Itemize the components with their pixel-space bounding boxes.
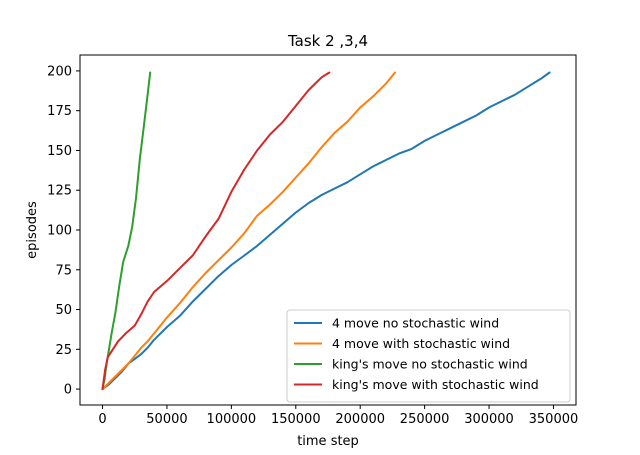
y-axis-title: episodes — [25, 201, 40, 259]
legend-label-1: 4 move no stochastic wind — [332, 316, 499, 331]
y-tick-label: 25 — [55, 343, 72, 358]
legend-label-3: king's move no stochastic wind — [332, 357, 528, 372]
x-tick-label: 0 — [98, 412, 106, 427]
legend: 4 move no stochastic wind 4 move with sto… — [286, 309, 571, 403]
x-tick-label: 350000 — [529, 412, 579, 427]
y-tick-label: 125 — [47, 184, 72, 199]
series-line-2 — [101, 71, 396, 391]
x-tick-label: 150000 — [271, 412, 321, 427]
x-tick-label: 250000 — [400, 412, 450, 427]
legend-label-4: king's move with stochastic wind — [332, 377, 539, 392]
y-tick-label: 75 — [55, 263, 72, 278]
chart-title: Task 2 ,3,4 — [287, 32, 368, 50]
x-tick-label: 200000 — [335, 412, 385, 427]
x-tick-label: 300000 — [464, 412, 514, 427]
x-axis-title: time step — [297, 434, 359, 449]
y-tick-label: 200 — [47, 64, 72, 79]
y-tick-label: 175 — [47, 104, 72, 119]
legend-box — [286, 309, 571, 403]
legend-label-2: 4 move with stochastic wind — [332, 336, 510, 351]
x-tick-label: 50000 — [146, 412, 187, 427]
y-tick-label: 150 — [47, 144, 72, 159]
x-tick-label: 100000 — [207, 412, 257, 427]
y-tick-label: 100 — [47, 224, 72, 239]
y-tick-label: 0 — [64, 383, 72, 398]
series-line-1 — [101, 71, 551, 391]
y-tick-label: 50 — [55, 303, 72, 318]
series-line-4 — [101, 71, 331, 391]
